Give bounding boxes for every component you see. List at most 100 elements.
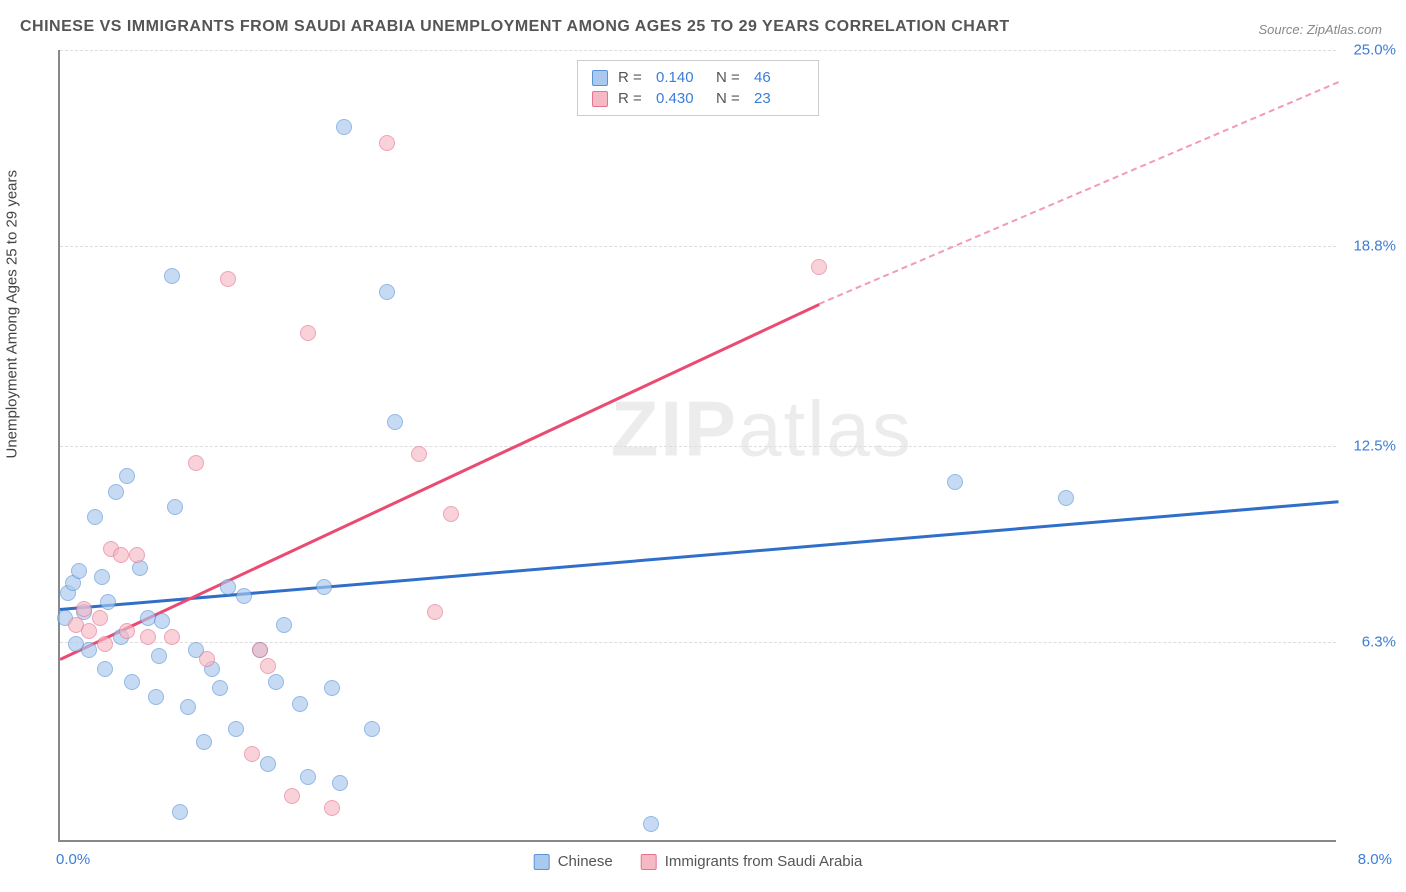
legend-n-label: N = [716,69,744,86]
data-point [284,788,300,804]
data-point [188,455,204,471]
legend-top: R = 0.140 N = 46 R = 0.430 N = 23 [577,60,819,116]
chart-title: CHINESE VS IMMIGRANTS FROM SAUDI ARABIA … [20,18,1010,36]
legend-swatch [592,70,608,86]
data-point [164,629,180,645]
data-point [151,648,167,664]
data-point [164,268,180,284]
legend-r-label: R = [618,90,646,107]
data-point [97,661,113,677]
data-point [140,629,156,645]
data-point [97,636,113,652]
data-point [268,674,284,690]
data-point [236,588,252,604]
gridline [60,50,1336,51]
legend-swatch [592,91,608,107]
data-point [427,604,443,620]
trend-line [60,500,1338,610]
data-point [316,579,332,595]
data-point [94,569,110,585]
legend-stats-row: R = 0.140 N = 46 [592,67,804,88]
data-point [180,699,196,715]
data-point [244,746,260,762]
y-tick-label: 25.0% [1353,42,1396,59]
data-point [300,325,316,341]
data-point [336,119,352,135]
data-point [92,610,108,626]
data-point [129,547,145,563]
data-point [199,651,215,667]
x-tick-label: 0.0% [56,851,90,868]
data-point [260,658,276,674]
data-point [220,271,236,287]
data-point [300,769,316,785]
gridline [60,446,1336,447]
data-point [140,610,156,626]
legend-series-name: Immigrants from Saudi Arabia [665,853,863,870]
data-point [324,680,340,696]
data-point [379,284,395,300]
data-point [81,642,97,658]
data-point [172,804,188,820]
data-point [119,468,135,484]
data-point [324,800,340,816]
y-tick-label: 12.5% [1353,438,1396,455]
legend-bottom: Chinese Immigrants from Saudi Arabia [534,853,863,870]
data-point [947,474,963,490]
x-tick-label: 8.0% [1358,851,1392,868]
data-point [167,499,183,515]
legend-stats-row: R = 0.430 N = 23 [592,88,804,109]
legend-swatch [534,854,550,870]
watermark-part2: atlas [738,385,913,473]
plot-area: ZIPatlas R =0.140N =46R =0.430N =23 Chin… [58,50,1336,842]
data-point [148,689,164,705]
data-point [260,756,276,772]
data-point [276,617,292,633]
data-point [76,601,92,617]
data-point [411,446,427,462]
data-point [113,547,129,563]
data-point [643,816,659,832]
data-point [100,594,116,610]
data-point [81,623,97,639]
data-point [154,613,170,629]
data-point [108,484,124,500]
data-point [1058,490,1074,506]
data-point [124,674,140,690]
gridline [60,642,1336,643]
data-point [212,680,228,696]
data-point [811,259,827,275]
legend-n-label: N = [716,90,744,107]
data-point [387,414,403,430]
data-point [252,642,268,658]
y-tick-label: 6.3% [1362,634,1396,651]
y-axis-label: Unemployment Among Ages 25 to 29 years [4,170,21,459]
legend-r-value: 0.430 [656,90,706,107]
legend-series-item: Chinese [534,853,613,870]
data-point [220,579,236,595]
data-point [196,734,212,750]
legend-series-name: Chinese [558,853,613,870]
legend-swatch [641,854,657,870]
trend-line-extrapolated [818,82,1338,306]
watermark: ZIPatlas [611,384,913,475]
source-label: Source: ZipAtlas.com [1258,22,1382,37]
legend-r-label: R = [618,69,646,86]
y-tick-label: 18.8% [1353,238,1396,255]
data-point [379,135,395,151]
data-point [228,721,244,737]
data-point [87,509,103,525]
legend-series-item: Immigrants from Saudi Arabia [641,853,863,870]
data-point [119,623,135,639]
data-point [71,563,87,579]
legend-r-value: 0.140 [656,69,706,86]
chart-container: CHINESE VS IMMIGRANTS FROM SAUDI ARABIA … [0,0,1406,892]
legend-n-value: 23 [754,90,804,107]
data-point [443,506,459,522]
data-point [292,696,308,712]
legend-n-value: 46 [754,69,804,86]
watermark-part1: ZIP [611,385,738,473]
data-point [332,775,348,791]
data-point [364,721,380,737]
gridline [60,246,1336,247]
